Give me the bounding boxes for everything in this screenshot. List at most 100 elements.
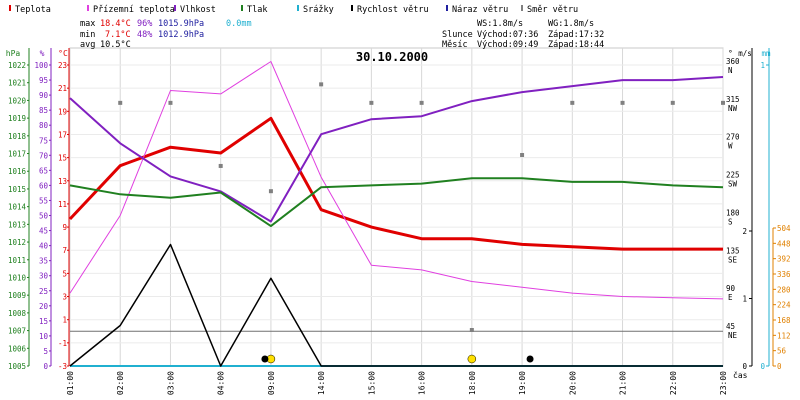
rain2-tick-label: 112 [777,331,791,340]
x-axis-unit: čas [733,370,748,380]
temp-tick-label: -1 [58,339,67,348]
humidity-tick-label: 25 [39,287,48,296]
series-line-p-zemn-teplota [69,61,724,300]
wind-direction-marker [118,100,123,105]
hpa-tick-label: 1009 [8,291,26,300]
humidity-tick-label: 35 [39,257,48,266]
wind-direction-marker [469,328,474,332]
x-tick-label: 02:00 [116,371,125,395]
legend-label: Tlak [247,5,267,15]
series-line-teplota [68,116,723,251]
dir-tick-label: 225 [726,171,740,180]
legend-label: Teplota [15,5,51,15]
humidity-tick-label: 85 [39,106,48,115]
humidity-tick-label: 100 [34,61,48,70]
rain2-tick-label: 336 [777,270,791,279]
x-tick-label: 03:00 [166,371,175,395]
info-wg: WG:1.8m/s [548,19,594,29]
humidity-axis-title: % [40,49,45,58]
humidity-tick-label: 45 [39,227,48,236]
x-tick-label: 09:00 [267,371,276,395]
moon-marker [526,355,534,363]
rain2-tick-label: 280 [777,285,791,294]
temp-tick-label: 21 [58,84,67,93]
x-tick-label: 21:00 [619,371,628,395]
stats-max-hum: 96% [137,19,152,29]
info-sun-rise: Východ:07:36 [477,30,538,40]
sun-marker [467,354,477,364]
legend-label: Rychlost větru [357,5,429,15]
rain2-tick-label: 224 [777,301,791,310]
temp-tick-label: 3 [62,293,67,302]
legend-label: Směr větru [527,5,578,15]
info-moon-set: Západ:18:44 [548,40,604,50]
temp-tick-label: 5 [62,269,67,278]
humidity-tick-label: 15 [39,317,48,326]
dir-compass-label: N [728,66,733,75]
hpa-tick-label: 1018 [8,132,27,141]
legend-label: Vlhkost [180,5,216,15]
dir-compass-label: NE [728,331,738,340]
temp-tick-label: 19 [58,107,67,116]
rain-axis-title: mm [761,49,771,58]
rain2-tick-label: 0 [777,362,782,371]
rain2-tick-label: 392 [777,255,791,264]
humidity-tick-label: 75 [39,136,48,145]
stats-max-temp: 18.4°C [100,19,131,29]
hpa-tick-label: 1008 [8,309,27,318]
x-tick-label: 15:00 [367,371,376,395]
hpa-tick-label: 1016 [8,167,27,176]
legend-label: Přízemní teplota [93,5,175,15]
stats-min-temp: 7.1°C [105,30,131,40]
humidity-tick-label: 60 [39,181,49,190]
wind-direction-marker [721,100,725,105]
dir-compass-label: SE [728,255,738,264]
humidity-tick-label: 70 [39,151,49,160]
hpa-tick-label: 1006 [8,344,27,353]
legend-label: Náraz větru [452,5,508,15]
x-tick-label: 04:00 [217,371,226,395]
rain2-tick-label: 168 [777,316,791,325]
hpa-tick-label: 1012 [8,238,26,247]
temp-tick-label: 1 [62,316,67,325]
temp-tick-label: 13 [58,177,67,186]
hpa-tick-label: 1010 [8,273,27,282]
hpa-tick-label: 1007 [8,327,26,336]
wind-direction-marker [218,163,223,168]
x-tick-label: 18:00 [468,371,477,395]
hpa-tick-label: 1019 [8,114,26,123]
temp-tick-label: 15 [58,154,67,163]
temp-axis-title: °C [58,49,68,58]
humidity-tick-label: 20 [39,302,49,311]
info-moon-rise: Východ:09:49 [477,40,538,50]
info-sun-label: Slunce [442,30,473,40]
x-tick-label: 16:00 [418,371,427,395]
humidity-tick-label: 90 [39,91,49,100]
stats-avg-label: avg [80,40,95,50]
series-line-tlak [69,177,724,228]
temp-tick-label: 23 [58,61,67,70]
humidity-tick-label: 5 [43,347,48,356]
info-ws: WS:1.8m/s [477,19,523,29]
humidity-tick-label: 0 [43,362,48,371]
axes: 01:00 02:00 03:00 04:00 09:00 14:00 15:00 16:00… [6,48,791,395]
hpa-tick-label: 1013 [8,220,26,229]
wind-direction-marker [268,189,273,194]
dir-compass-label: SW [728,180,738,189]
temp-tick-label: -3 [58,362,67,371]
x-tick-label: 23:00 [719,371,728,395]
info-sun-set: Západ:17:32 [548,30,604,40]
hpa-tick-label: 1017 [8,150,26,159]
temp-tick-label: 7 [62,246,67,255]
legend: Teplota Přízemní teplota Vlhkost Tlak Srážky… [9,5,578,15]
x-tick-label: 20:00 [568,371,577,395]
stats-min-press: 1012.9hPa [158,30,204,40]
dir-compass-label: NW [728,104,738,113]
temp-tick-label: 11 [58,200,67,209]
wind-direction-marker [319,82,324,87]
wind-direction-marker [520,153,525,158]
hpa-tick-label: 1020 [8,96,27,105]
x-tick-label: 22:00 [669,371,678,395]
stats-min-hum: 48% [137,30,152,40]
